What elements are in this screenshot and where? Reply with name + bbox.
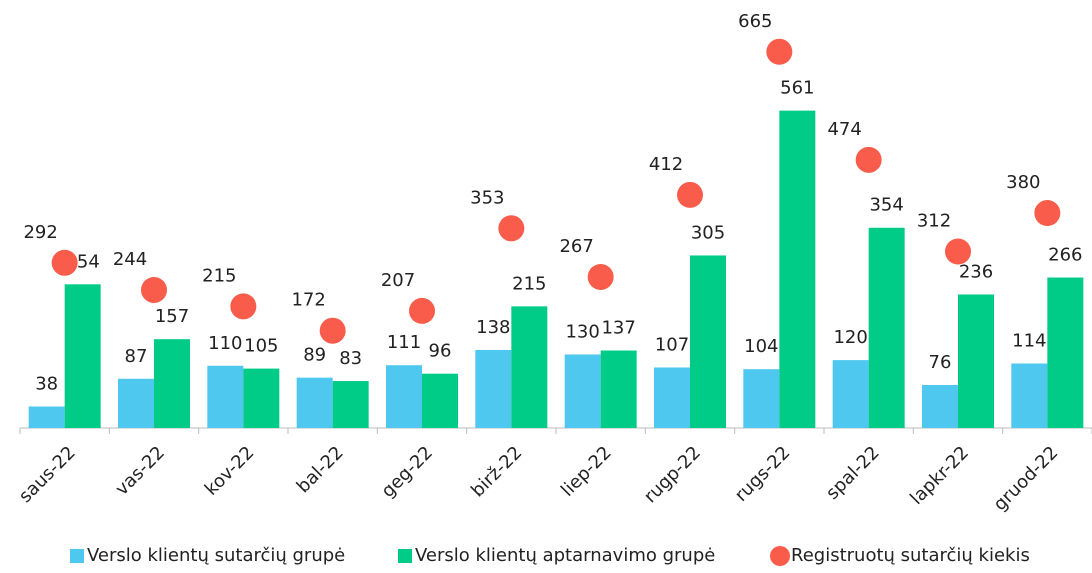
legend-label: Verslo klientų sutarčių grupė — [87, 545, 345, 566]
bar — [118, 378, 154, 428]
data-label: 172 — [291, 290, 325, 311]
bar — [600, 350, 637, 428]
bar — [386, 365, 422, 428]
bar — [475, 349, 512, 428]
x-tick-label: birž-22 — [467, 442, 526, 501]
bar — [868, 227, 905, 428]
bar — [690, 255, 726, 428]
data-label: 561 — [780, 78, 814, 99]
data-label: 474 — [827, 119, 861, 140]
dot — [677, 181, 703, 208]
legend-label: Verslo klientų aptarnavimo grupė — [415, 545, 715, 566]
bar — [154, 339, 190, 428]
data-label: 107 — [655, 334, 689, 355]
data-label: 83 — [339, 348, 362, 369]
data-label: 110 — [208, 333, 242, 354]
data-label: 215 — [512, 273, 546, 294]
x-tick-label: rugs-22 — [731, 442, 795, 506]
data-label: 354 — [869, 195, 903, 216]
x-tick-label: liep-22 — [557, 442, 616, 501]
data-label: 236 — [959, 261, 993, 282]
data-label: 114 — [1012, 331, 1046, 352]
data-label: 412 — [649, 154, 683, 175]
data-label: 38 — [35, 374, 58, 395]
data-label: 104 — [744, 336, 778, 357]
legend-swatch — [398, 549, 412, 563]
data-label: 96 — [429, 341, 452, 362]
bar — [1047, 277, 1084, 428]
data-label: 111 — [387, 332, 421, 353]
data-label: 89 — [303, 345, 326, 366]
data-label: 137 — [601, 317, 635, 338]
bar — [832, 360, 869, 428]
data-label: 157 — [155, 306, 189, 327]
bar — [1011, 363, 1048, 428]
dot — [587, 263, 614, 290]
dot — [230, 293, 257, 320]
bar — [28, 406, 65, 428]
bar — [511, 306, 548, 428]
x-tick-label: kov-22 — [201, 442, 259, 500]
dot — [855, 146, 882, 173]
bar — [922, 385, 958, 428]
data-label: 207 — [381, 270, 415, 291]
x-tick-label: lapkr-22 — [906, 442, 973, 509]
legend-swatch — [70, 549, 84, 563]
bar — [422, 373, 458, 428]
data-label: 267 — [559, 236, 593, 257]
dot — [319, 317, 346, 344]
bar — [243, 368, 280, 428]
dot — [766, 38, 793, 65]
data-label: 105 — [244, 336, 278, 357]
dot — [51, 249, 78, 276]
x-tick-label: gruod-22 — [990, 442, 1063, 515]
legend-swatch — [770, 546, 790, 566]
data-label: 215 — [202, 265, 236, 286]
data-label: 665 — [738, 11, 772, 32]
data-label: 266 — [1048, 245, 1082, 266]
bar — [564, 354, 601, 428]
x-tick-label: geg-22 — [377, 442, 437, 502]
dot — [141, 276, 167, 303]
data-label: 130 — [565, 321, 599, 342]
x-tick-label: saus-22 — [15, 442, 80, 507]
data-label: 353 — [470, 187, 504, 208]
data-label: 138 — [476, 317, 510, 338]
bar — [207, 365, 244, 428]
bar — [958, 294, 994, 428]
data-label: 380 — [1006, 172, 1040, 193]
data-label: 120 — [833, 327, 867, 348]
dot — [1034, 200, 1061, 227]
data-label: 305 — [691, 222, 725, 243]
data-label: 292 — [23, 222, 57, 243]
data-label: 312 — [917, 210, 951, 231]
dot — [945, 238, 971, 265]
bar — [332, 381, 369, 428]
x-tick-label: rugp-22 — [640, 442, 705, 507]
x-tick-label: vas-22 — [111, 442, 169, 500]
data-label: 87 — [125, 346, 148, 367]
data-label: 244 — [113, 249, 147, 270]
x-tick-label: bal-22 — [293, 442, 348, 497]
legend-label: Registruotų sutarčių kiekis — [791, 545, 1030, 566]
dot — [498, 215, 525, 242]
data-label: 76 — [929, 352, 952, 373]
bar — [779, 110, 816, 429]
dot — [409, 297, 435, 324]
bar — [296, 377, 333, 428]
x-tick-label: spal-22 — [822, 442, 884, 504]
bar — [64, 284, 101, 428]
bar — [654, 367, 690, 428]
bar — [743, 369, 780, 428]
